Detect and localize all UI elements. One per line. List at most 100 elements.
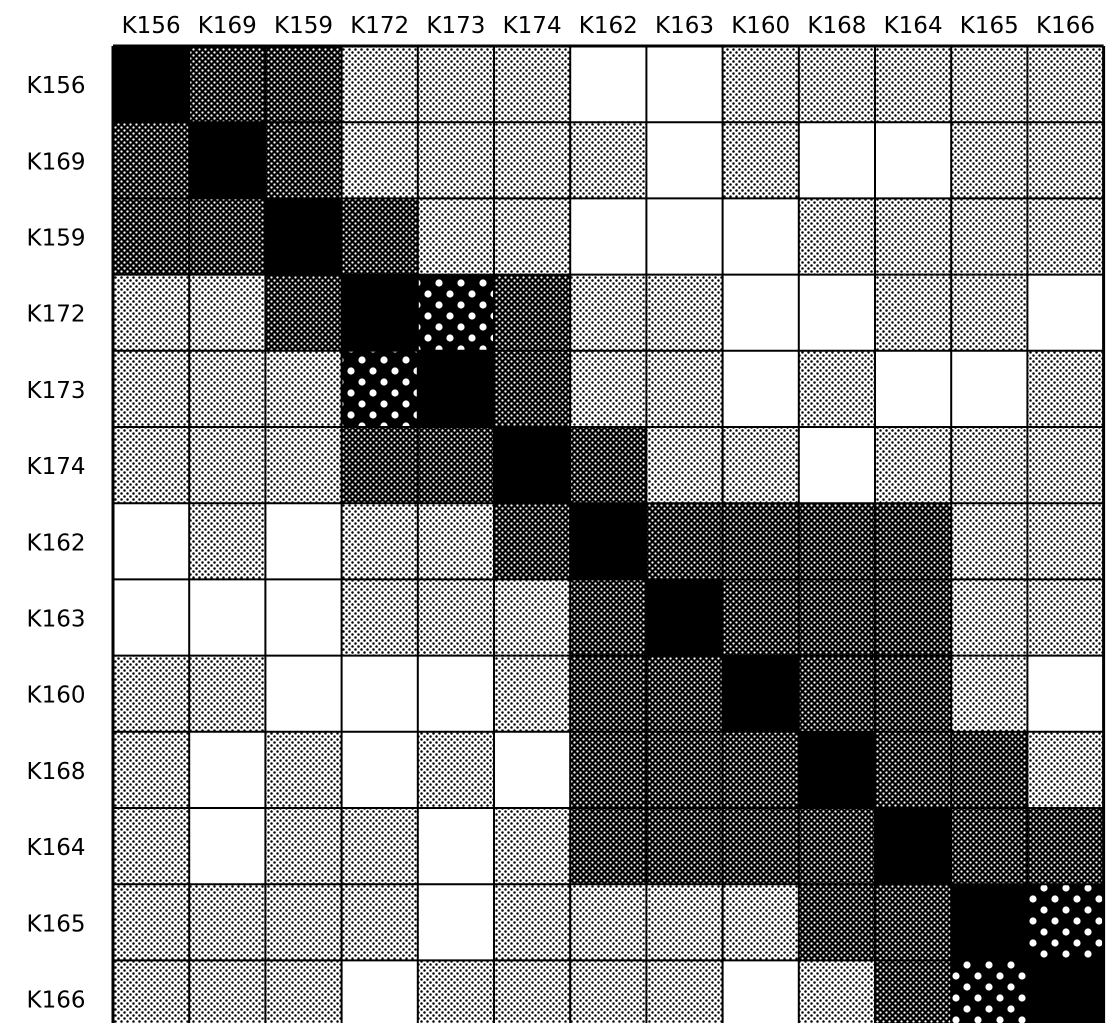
cell-k165-k159 bbox=[265, 884, 342, 961]
cell-k168-k159 bbox=[265, 731, 342, 808]
cell-k164-k166 bbox=[1027, 808, 1104, 885]
cell-k168-k164 bbox=[875, 731, 952, 808]
cell-k168-k172 bbox=[341, 731, 418, 808]
cell-k156-k173 bbox=[417, 46, 494, 123]
cell-k166-k169 bbox=[189, 960, 266, 1023]
cell-k162-k162 bbox=[570, 503, 647, 580]
cell-k172-k166 bbox=[1027, 274, 1104, 351]
cell-k163-k164 bbox=[875, 579, 952, 656]
cell-k159-k166 bbox=[1027, 198, 1104, 275]
cell-k165-k173 bbox=[417, 884, 494, 961]
cell-k162-k159 bbox=[265, 503, 342, 580]
cell-k172-k156 bbox=[113, 274, 190, 351]
col-label-k160: K160 bbox=[731, 13, 790, 39]
cell-k173-k172 bbox=[341, 350, 418, 427]
grid-lines bbox=[111, 44, 1106, 1023]
col-label-k172: K172 bbox=[350, 13, 409, 39]
cell-k166-k172 bbox=[341, 960, 418, 1023]
row-label-k165: K165 bbox=[27, 911, 86, 937]
cell-k172-k163 bbox=[646, 274, 723, 351]
cell-k173-k159 bbox=[265, 350, 342, 427]
cell-k166-k162 bbox=[570, 960, 647, 1023]
cell-k159-k162 bbox=[570, 198, 647, 275]
cell-k166-k160 bbox=[722, 960, 799, 1023]
cell-k169-k174 bbox=[494, 122, 571, 199]
cell-k168-k163 bbox=[646, 731, 723, 808]
cell-k162-k172 bbox=[341, 503, 418, 580]
cell-k169-k168 bbox=[798, 122, 875, 199]
cell-k159-k168 bbox=[798, 198, 875, 275]
cell-k169-k163 bbox=[646, 122, 723, 199]
col-label-k164: K164 bbox=[884, 13, 943, 39]
cell-k168-k160 bbox=[722, 731, 799, 808]
cell-k159-k160 bbox=[722, 198, 799, 275]
cell-k169-k172 bbox=[341, 122, 418, 199]
cell-k156-k166 bbox=[1027, 46, 1104, 123]
row-label-k168: K168 bbox=[27, 759, 86, 785]
cell-k162-k169 bbox=[189, 503, 266, 580]
cell-k160-k164 bbox=[875, 655, 952, 732]
cell-k163-k166 bbox=[1027, 579, 1104, 656]
row-label-k162: K162 bbox=[27, 530, 86, 556]
cell-k164-k173 bbox=[417, 808, 494, 885]
cell-k173-k164 bbox=[875, 350, 952, 427]
cell-k156-k174 bbox=[494, 46, 571, 123]
row-label-k166: K166 bbox=[27, 988, 86, 1014]
cell-k162-k156 bbox=[113, 503, 190, 580]
col-label-k162: K162 bbox=[579, 13, 638, 39]
cell-k165-k174 bbox=[494, 884, 571, 961]
cell-k159-k163 bbox=[646, 198, 723, 275]
cell-k168-k166 bbox=[1027, 731, 1104, 808]
cell-k174-k165 bbox=[951, 427, 1028, 504]
col-label-k163: K163 bbox=[655, 13, 714, 39]
cell-k165-k168 bbox=[798, 884, 875, 961]
cell-k174-k172 bbox=[341, 427, 418, 504]
cell-k174-k166 bbox=[1027, 427, 1104, 504]
cell-k163-k168 bbox=[798, 579, 875, 656]
cell-k163-k163 bbox=[646, 579, 723, 656]
cell-k165-k156 bbox=[113, 884, 190, 961]
cell-k172-k172 bbox=[341, 274, 418, 351]
cell-k164-k156 bbox=[113, 808, 190, 885]
cell-k174-k173 bbox=[417, 427, 494, 504]
matrix-cells bbox=[113, 46, 1104, 1023]
cell-k174-k160 bbox=[722, 427, 799, 504]
cell-k156-k168 bbox=[798, 46, 875, 123]
cell-k173-k162 bbox=[570, 350, 647, 427]
cell-k165-k172 bbox=[341, 884, 418, 961]
cell-k173-k174 bbox=[494, 350, 571, 427]
cell-k156-k162 bbox=[570, 46, 647, 123]
cell-k168-k173 bbox=[417, 731, 494, 808]
cell-k156-k156 bbox=[113, 46, 190, 123]
cell-k160-k166 bbox=[1027, 655, 1104, 732]
cell-k173-k166 bbox=[1027, 350, 1104, 427]
cell-k163-k172 bbox=[341, 579, 418, 656]
cell-k160-k174 bbox=[494, 655, 571, 732]
cell-k160-k173 bbox=[417, 655, 494, 732]
cell-k164-k165 bbox=[951, 808, 1028, 885]
cell-k163-k174 bbox=[494, 579, 571, 656]
cell-k156-k169 bbox=[189, 46, 266, 123]
row-label-k159: K159 bbox=[27, 226, 86, 252]
cell-k159-k172 bbox=[341, 198, 418, 275]
cell-k172-k159 bbox=[265, 274, 342, 351]
row-label-k172: K172 bbox=[27, 302, 86, 328]
cell-k172-k160 bbox=[722, 274, 799, 351]
cell-k163-k159 bbox=[265, 579, 342, 656]
col-label-k165: K165 bbox=[960, 13, 1019, 39]
cell-k156-k159 bbox=[265, 46, 342, 123]
row-label-k164: K164 bbox=[27, 835, 86, 861]
cell-k173-k163 bbox=[646, 350, 723, 427]
cell-k169-k169 bbox=[189, 122, 266, 199]
cell-k174-k168 bbox=[798, 427, 875, 504]
cell-k174-k159 bbox=[265, 427, 342, 504]
col-label-k169: K169 bbox=[198, 13, 257, 39]
cell-k159-k159 bbox=[265, 198, 342, 275]
cell-k172-k164 bbox=[875, 274, 952, 351]
row-label-k174: K174 bbox=[27, 454, 86, 480]
cell-k169-k165 bbox=[951, 122, 1028, 199]
cell-k162-k173 bbox=[417, 503, 494, 580]
cell-k169-k166 bbox=[1027, 122, 1104, 199]
cell-k156-k165 bbox=[951, 46, 1028, 123]
